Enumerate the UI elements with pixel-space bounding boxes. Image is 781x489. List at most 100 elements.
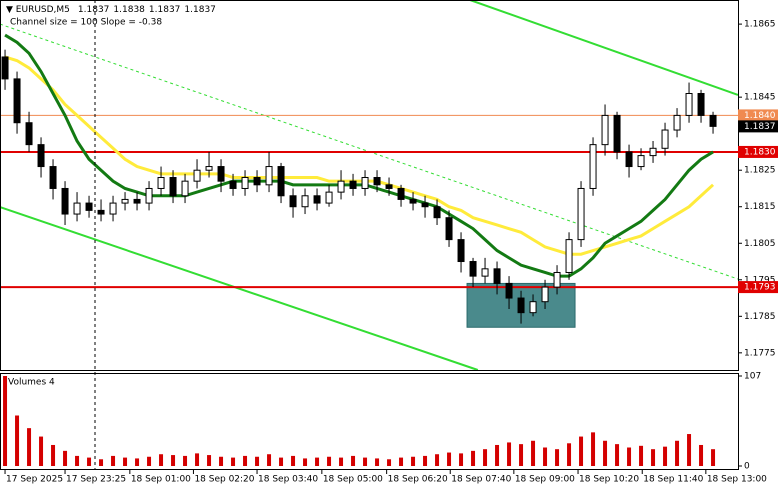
candle-body xyxy=(37,144,45,168)
candle-body xyxy=(385,184,393,189)
price-label: 1.1837 xyxy=(744,122,776,132)
level-label: 1.1830 xyxy=(744,147,776,157)
x-tick-label: 18 Sep 06:20 xyxy=(388,475,448,485)
candle-body xyxy=(469,261,477,277)
level-tag xyxy=(738,145,778,158)
y-tick-label: 1.1865 xyxy=(744,20,776,30)
level-tag xyxy=(738,109,778,122)
candle-body xyxy=(445,217,453,241)
candle-body xyxy=(529,301,537,314)
y-tick-label: 1.1825 xyxy=(744,166,776,176)
y-tick-label: 1.1845 xyxy=(744,93,776,103)
candle-body xyxy=(481,268,489,277)
candle-body xyxy=(205,166,213,171)
candle-body xyxy=(577,187,585,241)
candle-body xyxy=(133,198,141,204)
candle-body xyxy=(673,114,681,131)
level-tag xyxy=(738,281,778,294)
x-tick-label: 18 Sep 09:00 xyxy=(515,475,575,485)
x-tick-label: 18 Sep 10:20 xyxy=(579,475,639,485)
candle-body xyxy=(121,198,129,204)
candle-body xyxy=(637,155,645,168)
subtitle: Channel size = 100 Slope = -0.38 xyxy=(10,18,162,28)
candle-body xyxy=(229,180,237,189)
candle-body xyxy=(85,202,93,211)
candle-body xyxy=(661,129,669,149)
channel-line xyxy=(469,0,739,96)
candle-body xyxy=(697,93,705,116)
candle-body xyxy=(241,177,249,189)
header-value: 1.1837 xyxy=(149,5,181,15)
candle-body xyxy=(325,191,333,204)
candle-body xyxy=(25,122,33,146)
v-tick-label: 0 xyxy=(744,462,750,472)
candle-body xyxy=(709,114,717,127)
candle-body xyxy=(289,195,297,208)
candle-body xyxy=(421,202,429,208)
candle-body xyxy=(505,282,513,299)
x-tick-label: 17 Sep 2025 xyxy=(6,475,63,485)
x-tick-label: 18 Sep 01:00 xyxy=(131,475,191,485)
candle-body xyxy=(193,169,201,182)
price-frame xyxy=(0,0,739,371)
candle-body xyxy=(313,195,321,204)
x-tick-label: 17 Sep 23:25 xyxy=(66,475,126,485)
candle-body xyxy=(433,206,441,219)
candle-body xyxy=(649,147,657,157)
candle-body xyxy=(517,297,525,314)
header-value: 1.1837 xyxy=(184,5,216,15)
x-tick-label: 18 Sep 11:40 xyxy=(643,475,703,485)
candle-body xyxy=(109,202,117,215)
candle-body xyxy=(97,209,105,215)
candle-body xyxy=(565,239,573,273)
plot xyxy=(0,0,739,466)
level-label: 1.1840 xyxy=(744,111,776,121)
x-tick-label: 18 Sep 05:00 xyxy=(323,475,383,485)
candle-body xyxy=(49,166,57,189)
candle-body xyxy=(409,198,417,204)
channel-line xyxy=(0,206,479,371)
candle-body xyxy=(493,268,501,284)
candle-body xyxy=(253,177,261,186)
candle-body xyxy=(181,180,189,197)
candle-body xyxy=(613,114,621,153)
y-tick-label: 1.1815 xyxy=(744,202,776,212)
candle-body xyxy=(541,286,549,303)
volume-frame xyxy=(0,373,739,470)
y-tick-label: 1.1795 xyxy=(744,275,776,285)
candle-body xyxy=(373,177,381,186)
candle-body xyxy=(685,93,693,116)
x-tick-label: 18 Sep 02:20 xyxy=(194,475,254,485)
candle-body xyxy=(265,166,273,186)
candle-body xyxy=(301,195,309,208)
candle-body xyxy=(169,177,177,197)
candle-body xyxy=(457,239,465,263)
candle-body xyxy=(217,166,225,182)
candle-body xyxy=(157,177,165,189)
candle-body xyxy=(61,187,69,215)
moving-average xyxy=(4,55,715,256)
candle-body xyxy=(553,271,561,288)
candle-body xyxy=(145,187,153,204)
chart-title: ▼ EURUSD,M5 1.1837 1.1838 1.1837 1.1837 xyxy=(6,5,216,15)
volume-title: Volumes 4 xyxy=(8,378,55,388)
candle-body xyxy=(13,78,21,124)
v-tick-label: 107 xyxy=(744,372,761,382)
y-tick-label: 1.1775 xyxy=(744,348,776,358)
candle-body xyxy=(589,144,597,189)
price-tag xyxy=(738,120,778,133)
y-tick-label: 1.1805 xyxy=(744,239,776,249)
x-tick-label: 18 Sep 07:40 xyxy=(451,475,511,485)
candle-body xyxy=(625,151,633,168)
header-value: 1.1837 xyxy=(78,5,110,15)
candle-body xyxy=(361,177,369,189)
x-tick-label: 18 Sep 03:40 xyxy=(258,475,318,485)
header-value: 1.1838 xyxy=(113,5,145,15)
candle-body xyxy=(397,187,405,200)
y-tick-label: 1.1785 xyxy=(744,312,776,322)
candle-body xyxy=(277,166,285,197)
candle-body xyxy=(349,180,357,189)
candle-body xyxy=(1,56,9,80)
